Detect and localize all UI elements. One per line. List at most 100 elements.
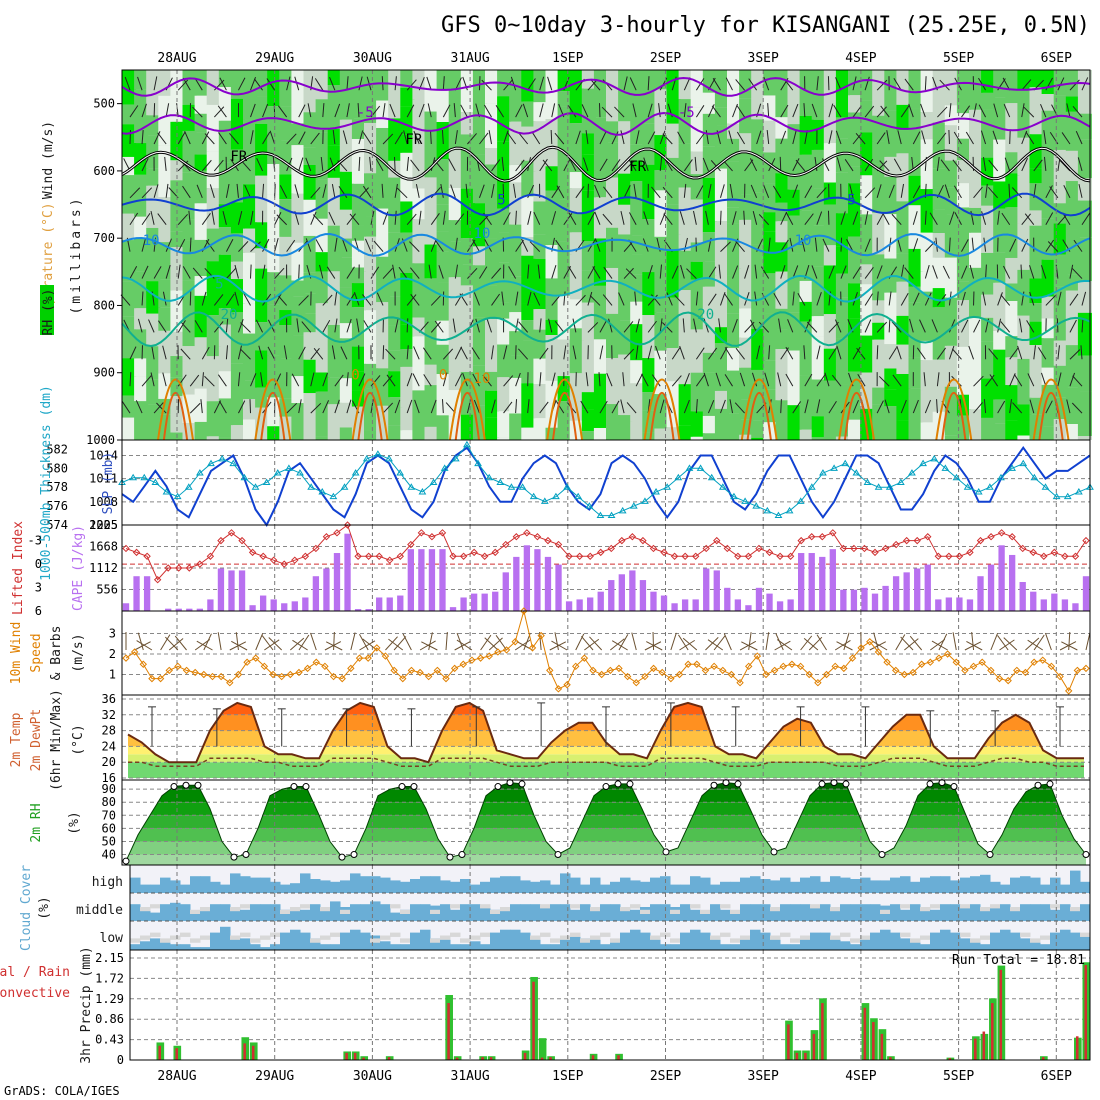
rh-patch (279, 140, 294, 175)
rh-patch (654, 350, 669, 395)
wind-barb (1057, 345, 1060, 360)
cloud-cell (1010, 932, 1021, 950)
wind-barb (961, 105, 971, 118)
wind-barb (952, 159, 962, 172)
tick-label: 578 (46, 480, 68, 494)
cloud-cell (700, 877, 711, 893)
wind-barb (153, 76, 158, 91)
wind-barb (931, 319, 938, 333)
cape-bar (217, 568, 225, 611)
rh-patch (908, 70, 923, 109)
bottom-date-label: 4SEP (845, 1069, 876, 1084)
rh-patch (460, 326, 475, 372)
wind-barbs-upper (120, 76, 1091, 414)
cloud-cell (280, 884, 291, 893)
cloud-cell-grey (980, 935, 991, 940)
rh-patch (521, 427, 536, 440)
cloud-cell (280, 932, 291, 950)
run-total: Run Total = 18.81 (952, 953, 1085, 968)
precip-legend-convective: Convective (0, 986, 70, 1001)
rh-patch (775, 242, 790, 272)
wind-speed-point (433, 666, 442, 675)
precip-convective-bar (549, 1057, 552, 1060)
wind-barb (189, 374, 200, 387)
rh-patch (642, 358, 657, 393)
wind-barb (1040, 372, 1047, 387)
wind-speed-point (217, 672, 225, 681)
rh-patch (981, 417, 996, 440)
rh-patch (327, 271, 342, 325)
cloud-cell-grey (640, 909, 651, 914)
wind-barb (1073, 239, 1083, 252)
wind-barb (602, 213, 613, 226)
wind-barb (298, 346, 306, 360)
wind-barb (213, 294, 224, 306)
rh-patch (944, 386, 959, 436)
wind-barb (968, 345, 975, 360)
cape-bar (935, 599, 942, 611)
surface-wind-barb (539, 632, 542, 651)
wind-barb (454, 373, 463, 387)
wind-barb (724, 293, 733, 306)
wind-barb (177, 131, 186, 145)
wind-speed-point (926, 658, 935, 666)
wind-barb (948, 211, 955, 225)
cape-bar (1030, 591, 1037, 611)
rh-point (302, 783, 310, 791)
rh-patch (799, 301, 814, 322)
wind-barb (891, 213, 902, 226)
rh-patch (593, 373, 608, 428)
cape-bar (165, 608, 172, 611)
cloud-cell (130, 904, 141, 921)
wind-barb (310, 186, 321, 199)
wind-barb (997, 318, 1002, 333)
rh-patch (642, 123, 657, 165)
wind-barb (1040, 265, 1047, 279)
cloud-cell-grey (900, 932, 911, 937)
cloud-cell (890, 904, 901, 921)
rh-point (170, 783, 178, 791)
wind-barb (647, 76, 650, 91)
rh-patch (291, 335, 306, 377)
cape-bar (650, 591, 657, 611)
precip-convective-bar (353, 1052, 357, 1060)
wind-barb (880, 105, 890, 118)
rh-patch (751, 420, 766, 438)
cloud-cell (860, 938, 871, 950)
cloud-cell (960, 877, 971, 893)
cloud-cell (310, 938, 321, 950)
cloud-cell (1050, 877, 1061, 893)
cloud-cell (950, 880, 961, 893)
wind-barb (513, 183, 517, 198)
wind-barb (129, 346, 137, 360)
cloud-cell (560, 904, 571, 921)
wind-barb (1045, 295, 1056, 306)
rh-patch (956, 346, 971, 395)
cloud-cell (1000, 929, 1011, 950)
wind-barb (662, 322, 673, 333)
wind-barb (460, 346, 468, 360)
thickness-point (774, 511, 783, 519)
wind-barb (250, 241, 261, 252)
wind-barb (153, 184, 159, 198)
rh-patch (485, 70, 500, 104)
wind-speed-point (597, 670, 606, 679)
surface-wind-barb (679, 639, 695, 651)
rh-patch (678, 250, 693, 271)
li-point (818, 533, 826, 541)
wind-barb (310, 211, 317, 225)
wind-barb (620, 130, 625, 145)
li-point (280, 560, 288, 568)
cloud-cell-grey (480, 932, 491, 937)
rh-patch (908, 205, 923, 249)
wind-barb (406, 372, 413, 387)
rh-patch (932, 122, 947, 169)
tick-label: 1 (109, 668, 116, 682)
cloud-cell (1020, 904, 1031, 921)
wind-barb (217, 374, 227, 387)
cloud-cell (720, 909, 731, 921)
rh-patch (944, 257, 959, 298)
surface-wind-barb (931, 640, 948, 651)
rh-patch (920, 189, 935, 233)
precip-convective-bar (540, 1057, 544, 1060)
